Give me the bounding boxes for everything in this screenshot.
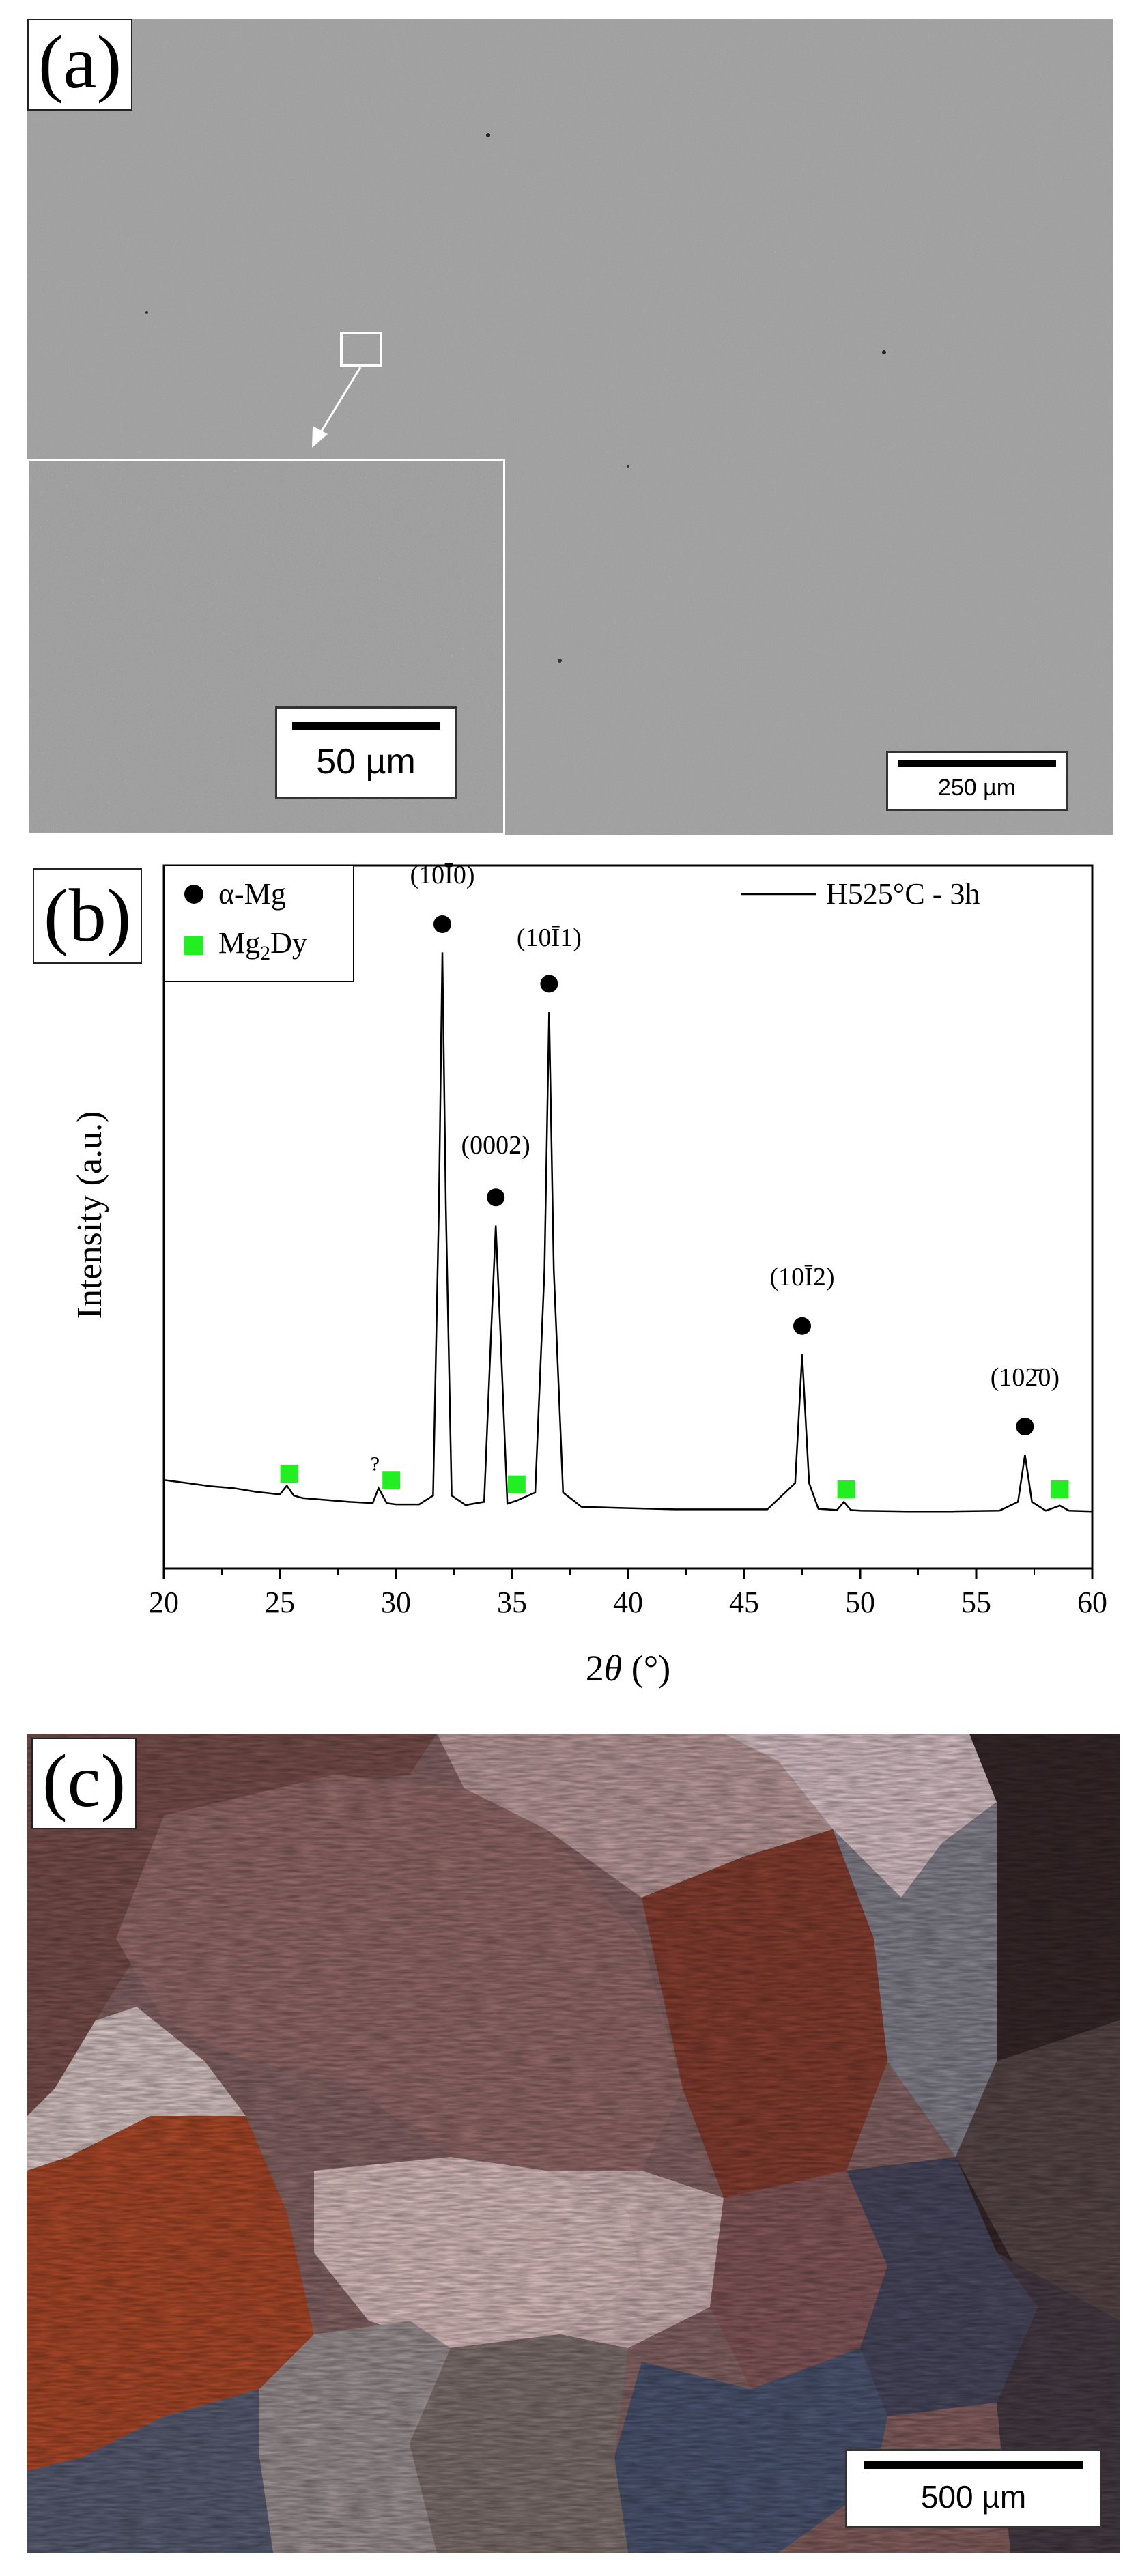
legend-alpha-marker <box>184 885 203 904</box>
x-tick-label: 50 <box>845 1586 875 1619</box>
alpha-mg-peak-marker <box>433 915 451 933</box>
mg2dy-markers <box>280 1465 1069 1498</box>
mg2dy-peak-marker <box>382 1471 401 1489</box>
legend-mg2dy-sub: 2 <box>260 942 270 964</box>
panel-b-label: (b) <box>33 868 143 964</box>
x-tick-label: 45 <box>729 1586 759 1619</box>
panel-c-label: (c) <box>31 1738 137 1829</box>
alpha-mg-markers: (10Ī0) (0002) (10Ī1) (10Ī2) (102̄0) <box>410 861 1059 1435</box>
panel-c-scale-line <box>864 2461 1083 2469</box>
xrd-chart: 20 25 30 35 40 45 50 55 60 (10Ī0)(0002)(10Ī1)(10… <box>70 861 1107 1689</box>
legend-line-label: H525°C - 3h <box>826 877 980 911</box>
x-ticks: 20 25 30 35 40 45 50 55 60 <box>149 1569 1107 1619</box>
alpha-mg-peak-marker <box>1016 1418 1034 1435</box>
main-scale-text: 250 µm <box>937 775 1016 801</box>
mg2dy-peak-marker <box>280 1465 298 1483</box>
main-scale-bar: 250 µm <box>886 751 1068 811</box>
alpha-mg-peak-label: (10Ī0) <box>410 861 475 889</box>
mg2dy-peak-marker <box>1051 1480 1069 1498</box>
unknown-peak-annotation: ? <box>371 1452 380 1475</box>
mg2dy-peak-marker <box>507 1475 526 1493</box>
roi-box <box>340 332 382 367</box>
panel-c-scale-bar: 500 µm <box>845 2449 1102 2528</box>
inset-scale-text: 50 µm <box>316 742 416 782</box>
inset-scale-line <box>292 722 440 730</box>
x-tick-label: 35 <box>497 1586 527 1619</box>
x-tick-label: 55 <box>961 1586 991 1619</box>
alpha-mg-peak-label: (102̄0) <box>991 1363 1059 1392</box>
optical-micrograph <box>27 1734 1120 2553</box>
panel-c-scale-text: 500 µm <box>920 2479 1027 2515</box>
x-tick-label: 20 <box>149 1586 179 1619</box>
alpha-mg-peak-marker <box>487 1188 505 1207</box>
alpha-mg-peak-label: (10Ī1) <box>517 924 582 952</box>
panel-c: (c) 500 µm <box>27 1734 1120 2553</box>
x-tick-label: 60 <box>1077 1586 1107 1619</box>
x-tick-label: 40 <box>613 1586 643 1619</box>
y-axis-label: Intensity (a.u.) <box>70 1111 109 1319</box>
alpha-mg-peak-marker <box>793 1317 811 1335</box>
alpha-mg-peak-label: (10Ī2) <box>770 1263 835 1291</box>
alpha-mg-peak-label: (0002) <box>461 1131 530 1160</box>
x-axis-label: 2θ (°) <box>586 1648 671 1689</box>
roi-arrow-icon <box>312 426 328 448</box>
xrd-series-line <box>163 952 1093 1513</box>
panel-b: 20 25 30 35 40 45 50 55 60 (10Ī0) (0002) (10Ī1) (10… <box>0 853 1138 1706</box>
legend-alpha-label: α-Mg <box>218 877 286 911</box>
inset-micrograph: 50 µm <box>27 459 505 835</box>
sem-micrograph <box>27 19 1113 835</box>
main-scale-line <box>898 760 1056 767</box>
panel-a: 50 µm (a) 250 µm <box>27 19 1113 835</box>
panel-a-label: (a) <box>27 19 133 111</box>
x-tick-label: 25 <box>265 1586 295 1619</box>
x-tick-label: 30 <box>381 1586 411 1619</box>
legend-mg2dy-marker <box>184 936 203 955</box>
inset-scale-bar: 50 µm <box>275 706 457 799</box>
mg2dy-peak-marker <box>837 1480 855 1498</box>
alpha-mg-peak-marker <box>540 975 558 993</box>
